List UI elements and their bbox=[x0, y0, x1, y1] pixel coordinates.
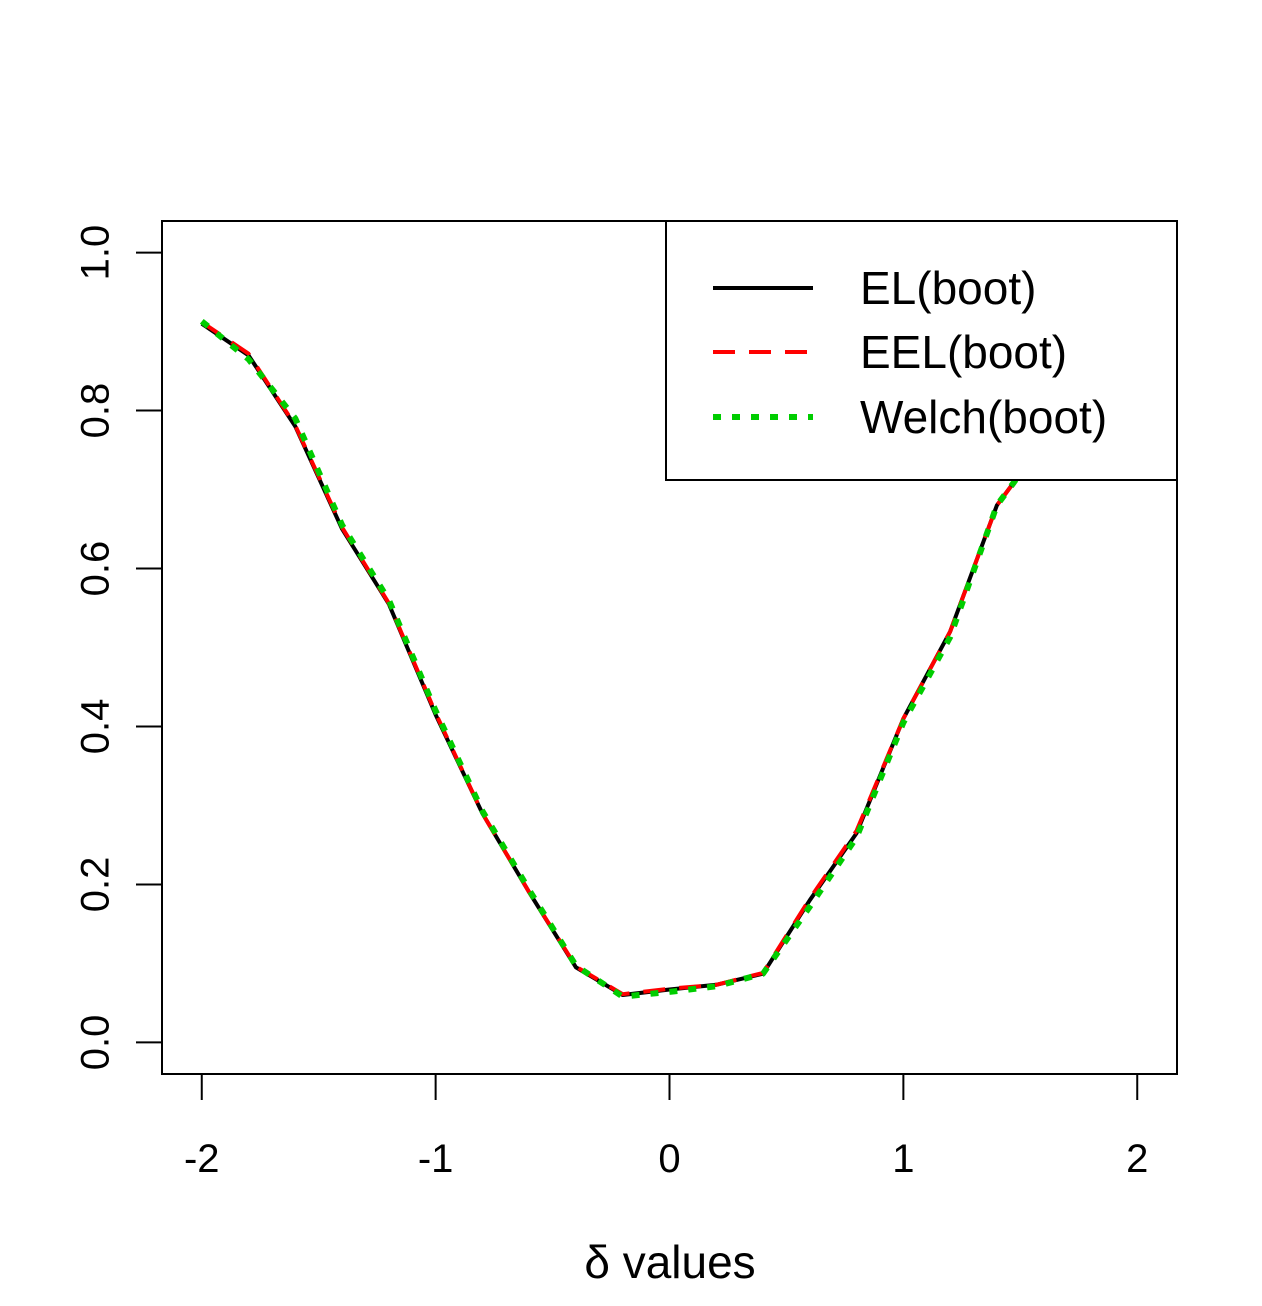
legend: EL(boot) EEL(boot) Welch(boot) bbox=[713, 262, 1107, 443]
x-tick-label: 1 bbox=[892, 1137, 914, 1181]
series-layer bbox=[199, 318, 1140, 1000]
x-axis-title: δ values bbox=[584, 1236, 755, 1288]
x-tick-label: -2 bbox=[184, 1137, 220, 1181]
x-tick-label: -1 bbox=[418, 1137, 454, 1181]
y-tick-label: 0.4 bbox=[74, 699, 118, 755]
series-line-welch-boot bbox=[199, 318, 1140, 1000]
legend-label: EL(boot) bbox=[860, 262, 1036, 314]
y-tick-label: 1.0 bbox=[74, 225, 118, 281]
y-tick-label: 0.6 bbox=[74, 541, 118, 597]
x-axis: -2 -1 0 1 2 bbox=[184, 1073, 1148, 1181]
x-tick-label: 0 bbox=[658, 1137, 680, 1181]
y-tick-label: 0.0 bbox=[74, 1015, 118, 1071]
y-tick-label: 0.8 bbox=[74, 383, 118, 439]
x-tick-label: 2 bbox=[1126, 1137, 1148, 1181]
y-tick-label: 0.2 bbox=[74, 857, 118, 913]
y-axis: 0.0 0.2 0.4 0.6 0.8 1.0 bbox=[74, 225, 163, 1071]
legend-label: Welch(boot) bbox=[860, 391, 1107, 443]
legend-label: EEL(boot) bbox=[860, 326, 1067, 378]
